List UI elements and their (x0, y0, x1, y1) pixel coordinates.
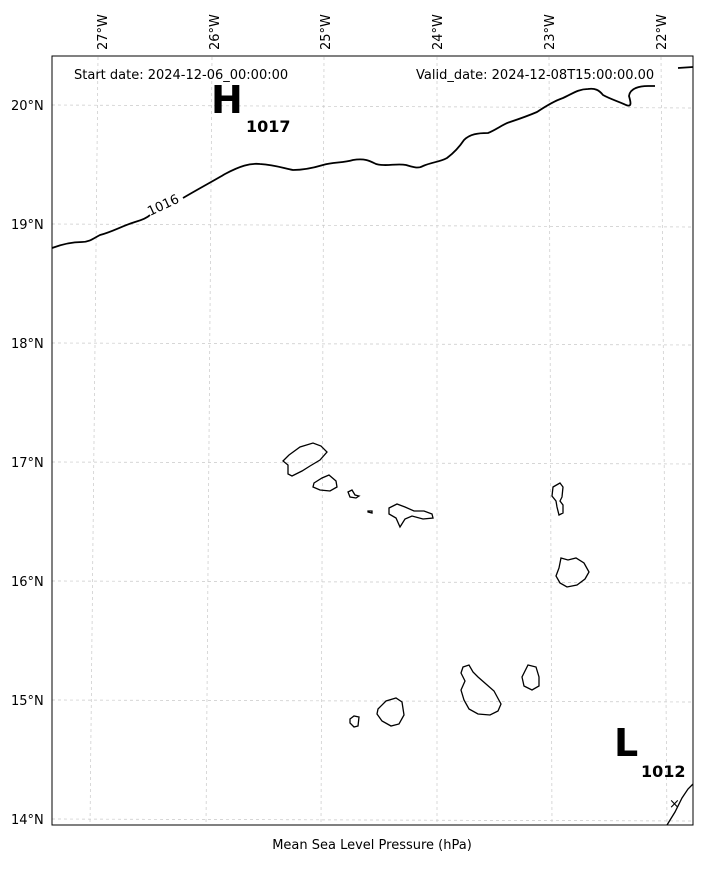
lat-tick-label: 20°N (11, 99, 44, 114)
island-raso (367, 510, 373, 514)
high-pressure-value: 1017 (246, 117, 291, 136)
island-boa-vista (555, 557, 590, 588)
lat-tick-label: 16°N (11, 575, 44, 590)
start-date-label: Start date: 2024-12-06_00:00:00 (74, 68, 288, 83)
coast-africa (666, 783, 694, 826)
lat-tick-label: 14°N (11, 813, 44, 828)
low-pressure-symbol: L (614, 721, 638, 765)
island-sao-nicolau (388, 503, 434, 529)
colorbar-label: Mean Sea Level Pressure (hPa) (272, 838, 472, 853)
lon-tick-label: 25°W (319, 14, 334, 50)
map-frame (51, 55, 694, 826)
island-santa-luzia (347, 489, 361, 499)
island-santiago (460, 664, 502, 716)
graticule (51, 56, 694, 826)
lat-tick-label: 19°N (11, 218, 44, 233)
lon-tick-label: 22°W (655, 14, 670, 50)
longitude-labels: 27°W 26°W 25°W 24°W 23°W 22°W (96, 14, 670, 50)
island-maio (521, 664, 540, 691)
lat-tick-label: 15°N (11, 694, 44, 709)
valid-date-label: Valid_date: 2024-12-08T15:00:00.00 (416, 68, 654, 83)
lat-tick-label: 17°N (11, 456, 44, 471)
island-fogo (376, 697, 405, 727)
isobar-1016-label: 1016 (145, 192, 181, 220)
lat-tick-label: 18°N (11, 337, 44, 352)
lon-tick-label: 24°W (431, 14, 446, 50)
low-center-marker: × (669, 797, 680, 812)
high-pressure-symbol: H (211, 78, 243, 122)
island-brava (349, 715, 360, 728)
island-sao-vicente (312, 474, 338, 492)
island-santo-antao (282, 442, 328, 477)
coastlines (282, 442, 694, 826)
lon-tick-label: 27°W (96, 14, 111, 50)
low-pressure-value: 1012 (641, 762, 686, 781)
latitude-labels: 20°N 19°N 18°N 17°N 16°N 15°N 14°N (11, 99, 44, 828)
lon-tick-label: 23°W (543, 14, 558, 50)
isobar-1016 (51, 66, 694, 249)
lon-tick-label: 26°W (208, 14, 223, 50)
island-sal (551, 482, 564, 516)
